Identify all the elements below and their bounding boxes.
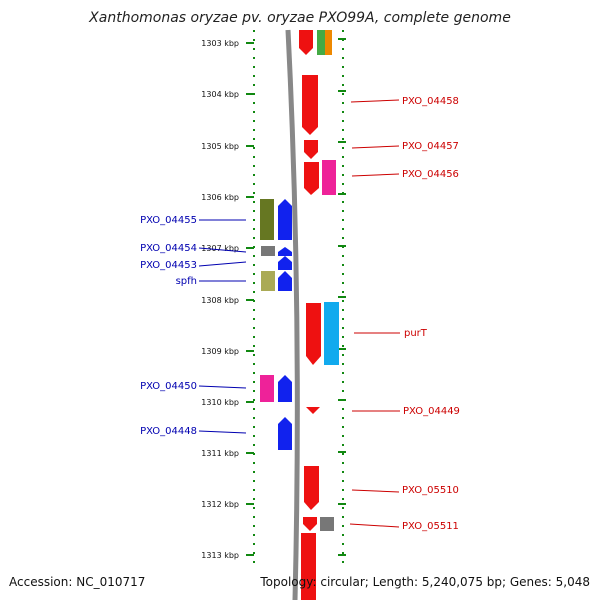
scale-tick-labels: 1303 kbp 1304 kbp 1305 kbp 1306 kbp 1307… — [201, 39, 239, 560]
gene-label[interactable]: PXO_04456 — [402, 169, 459, 180]
gene-label[interactable]: spfh — [176, 276, 197, 287]
gene-label[interactable]: PXO_04454 — [140, 243, 197, 254]
forward-strand-genes[interactable] — [299, 30, 339, 600]
tick-label: 1310 kbp — [201, 398, 239, 407]
genome-backbone — [285, 29, 300, 600]
tick-label: 1311 kbp — [201, 449, 239, 458]
gene-label[interactable]: PXO_04448 — [140, 426, 197, 437]
gene-label[interactable]: PXO_04449 — [403, 406, 460, 417]
gene-arrow — [325, 30, 332, 55]
gene-arrow — [278, 247, 292, 256]
tick-label: 1313 kbp — [201, 551, 239, 560]
gene-arrow — [278, 375, 292, 402]
right-gene-labels: PXO_04458 PXO_04457 PXO_04456 purT PXO_0… — [349, 96, 460, 532]
gene-arrow — [303, 517, 317, 531]
gene-arrow — [324, 302, 339, 365]
gene-arrow — [260, 375, 274, 402]
gene-arrow — [278, 271, 292, 291]
gene-arrow — [278, 199, 292, 240]
gene-arrow — [299, 30, 313, 55]
reverse-strand-genes[interactable] — [260, 199, 292, 450]
gene-label[interactable]: purT — [404, 328, 428, 339]
gene-label[interactable]: PXO_05511 — [402, 521, 459, 532]
gene-arrow — [304, 466, 319, 510]
gene-arrow — [278, 256, 292, 270]
map-title: Xanthomonas oryzae pv. oryzae PXO99A, co… — [89, 10, 511, 26]
tick-label: 1309 kbp — [201, 347, 239, 356]
gene-arrow — [302, 75, 318, 135]
gene-label[interactable]: PXO_04458 — [402, 96, 459, 107]
gene-arrow — [322, 160, 336, 195]
tick-label: 1308 kbp — [201, 296, 239, 305]
topology-text: Topology: circular; Length: 5,240,075 bp… — [260, 575, 590, 589]
tick-label: 1307 kbp — [201, 244, 239, 253]
gene-label[interactable]: PXO_04457 — [402, 141, 459, 152]
scale-ticks — [246, 38, 346, 556]
tick-label: 1306 kbp — [201, 193, 239, 202]
accession-text: Accession: NC_010717 — [9, 575, 146, 589]
gene-arrow — [261, 246, 275, 256]
gene-arrow — [304, 140, 318, 159]
tick-label: 1304 kbp — [201, 90, 239, 99]
gene-label[interactable]: PXO_05510 — [402, 485, 459, 496]
gene-arrow — [278, 417, 292, 450]
gene-label[interactable]: PXO_04453 — [140, 260, 197, 271]
gene-label[interactable]: PXO_04455 — [140, 215, 197, 226]
gene-arrow — [261, 271, 275, 291]
gene-label[interactable]: PXO_04450 — [140, 381, 197, 392]
gene-arrow — [320, 517, 334, 531]
gene-arrow — [301, 533, 316, 600]
left-gene-labels: PXO_04455 PXO_04454 PXO_04453 spfh PXO_0… — [140, 215, 247, 437]
tick-label: 1303 kbp — [201, 39, 239, 48]
gene-arrow — [306, 407, 320, 414]
tick-label: 1312 kbp — [201, 500, 239, 509]
gene-arrow — [260, 199, 274, 240]
gene-arrow — [317, 30, 325, 55]
gene-arrow — [304, 162, 319, 195]
gene-arrow — [306, 303, 321, 365]
tick-label: 1305 kbp — [201, 142, 239, 151]
